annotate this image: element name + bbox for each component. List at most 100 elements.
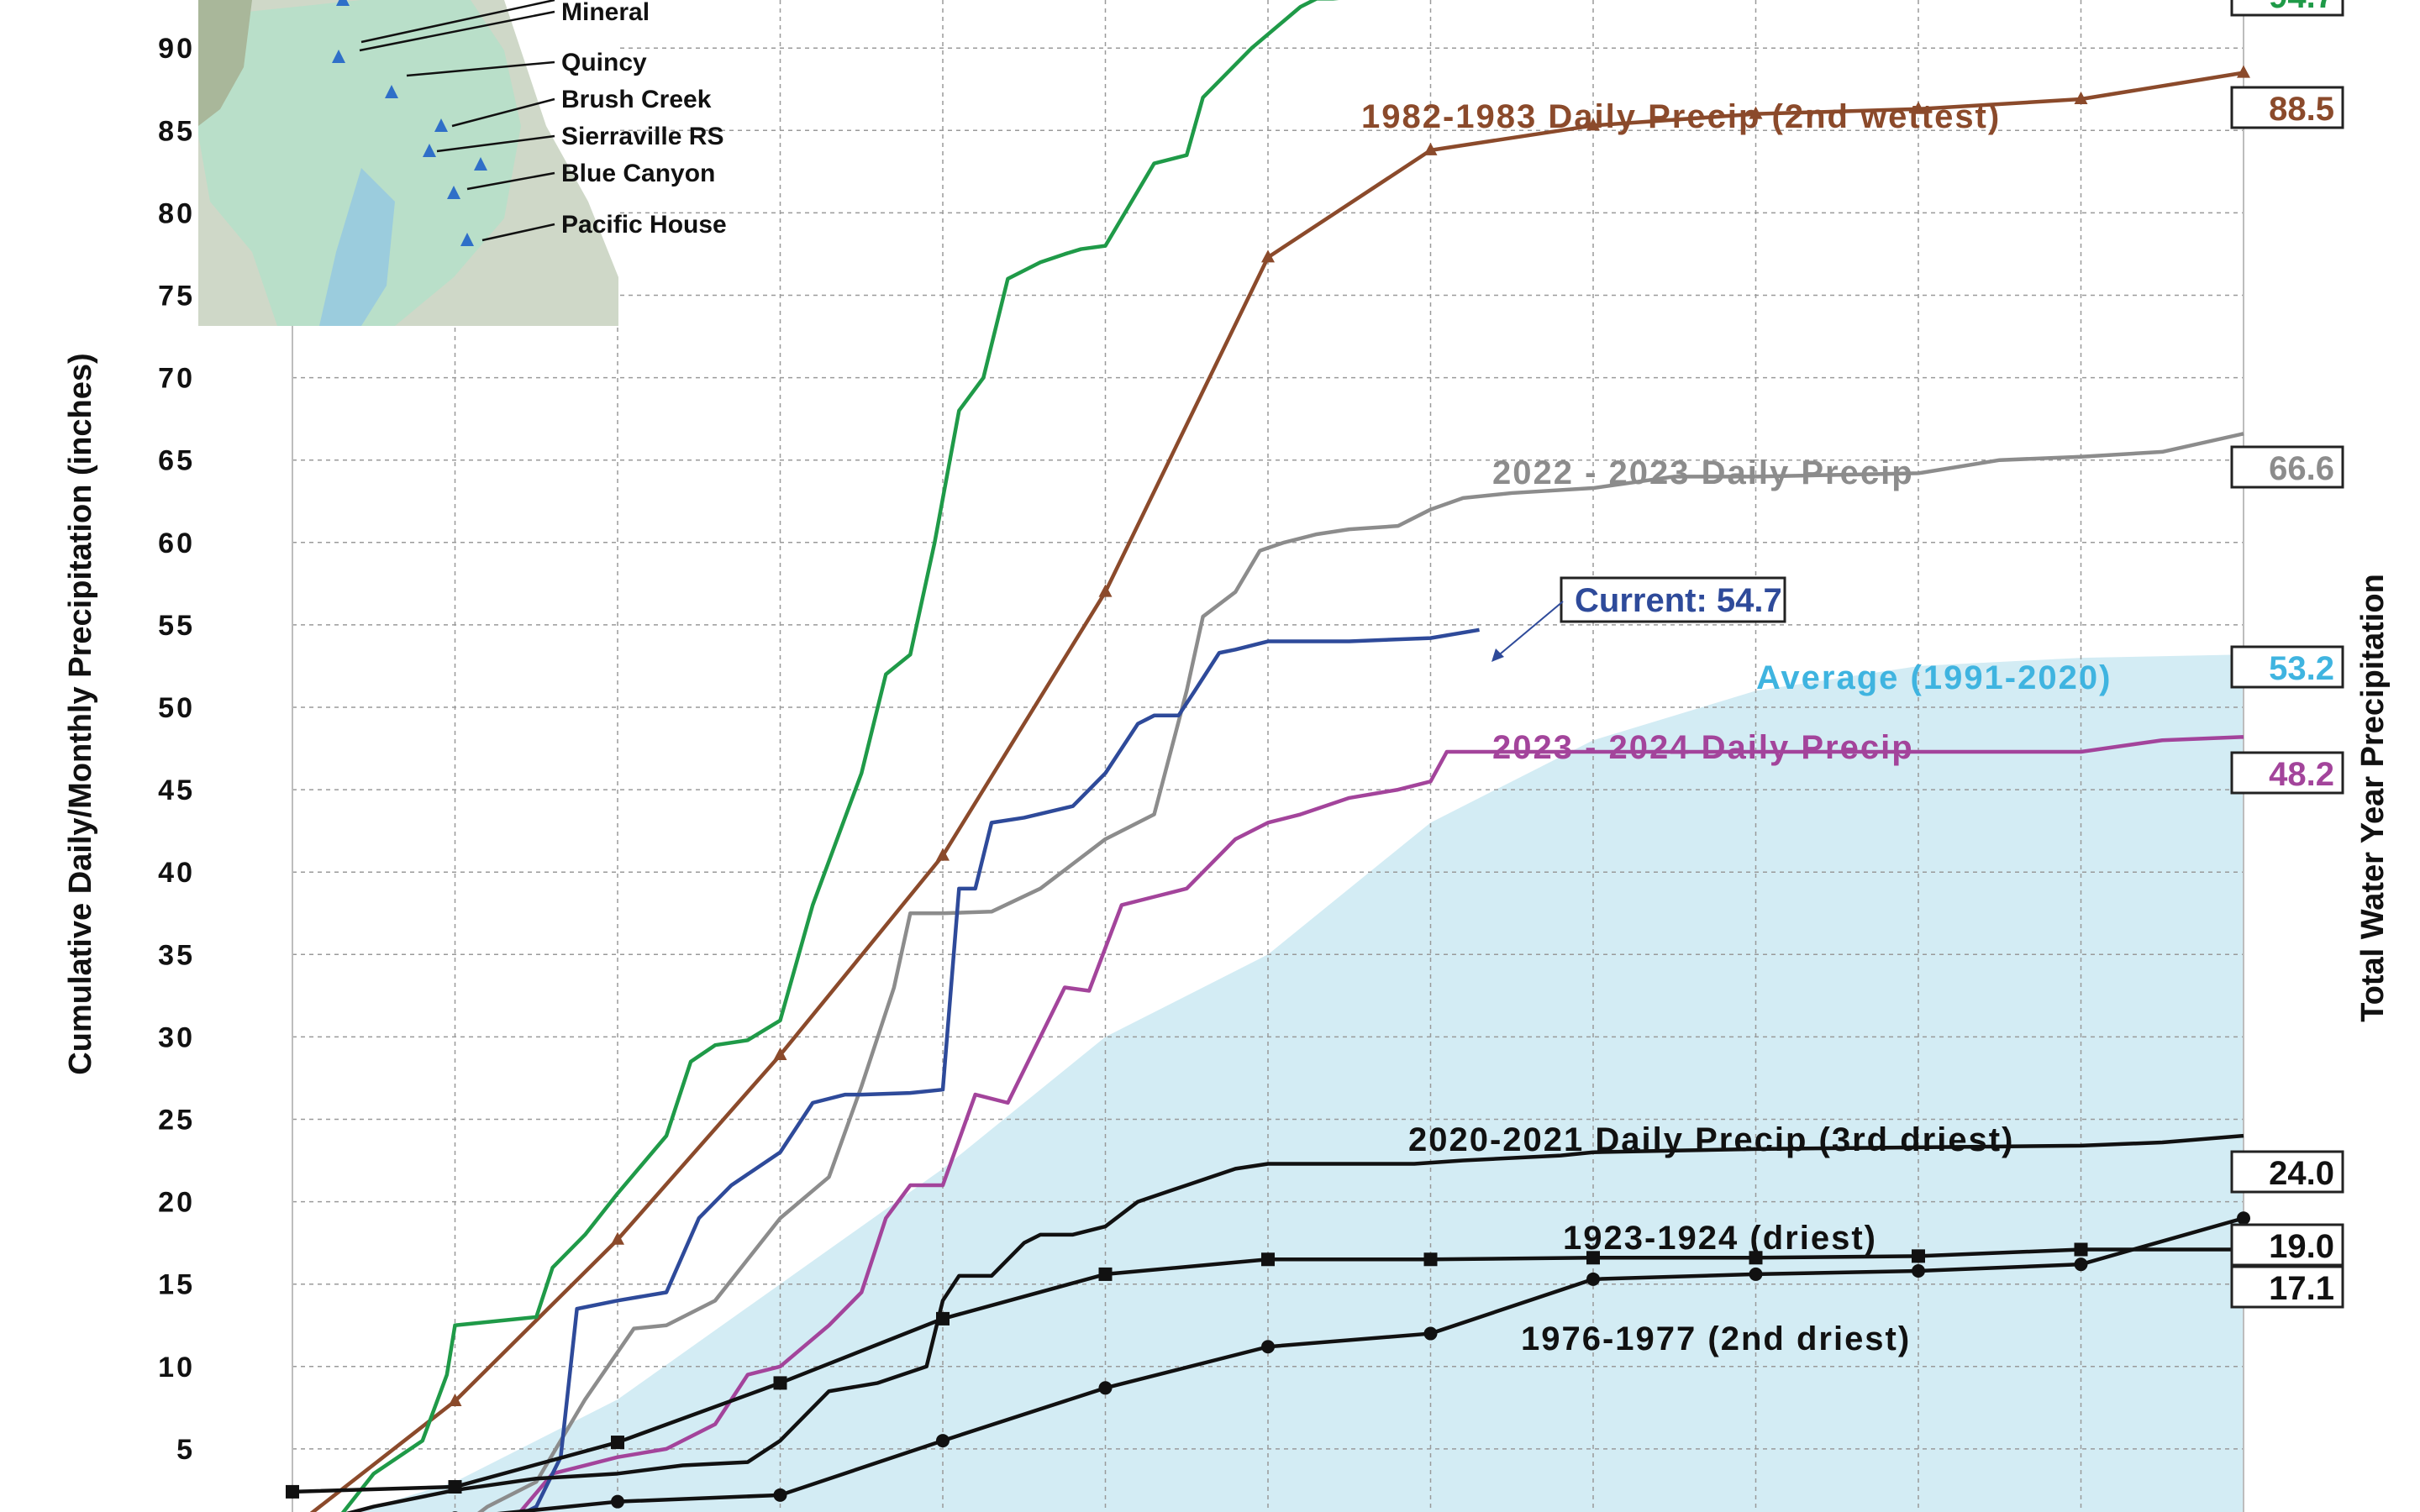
series-line-wettest [340,0,1339,1512]
station-label: Pacific House [561,211,727,239]
point-marker [773,1047,787,1060]
point-marker [1749,1267,1763,1281]
point-marker [2074,92,2088,105]
point-marker [286,1484,299,1499]
series-labels-layer: 1982-1983 Daily Precip (2nd wettest) 2022… [1361,98,2110,1357]
current-callout-arrow [1491,648,1504,662]
point-marker [1261,1340,1275,1354]
y-axis-title-right: Total Water Year Precipitation [2355,574,2391,1022]
point-marker [1749,106,1763,119]
point-marker [611,1494,624,1509]
point-marker [1586,118,1600,131]
station-label: Brush Creek [561,86,712,113]
y-tick-label: 45 [158,774,195,806]
point-marker [1261,249,1275,263]
station-map: Mineral Quincy Brush Creek Sierraville RS Bl… [198,0,727,326]
station-label: Sierraville RS [561,123,723,150]
point-marker [1912,1249,1925,1263]
y-tick-label: 25 [158,1105,195,1137]
y-tick-label: 90 [158,33,195,65]
point-marker [1261,1252,1275,1267]
point-marker [1912,1264,1925,1278]
total-box-y2022 [2230,445,2344,489]
series-label-y1923: 1923-1924 (driest) [1563,1220,1877,1257]
map-coast-range [198,0,252,126]
station-leader-line [466,171,555,191]
station-label: Mineral [561,0,650,26]
total-value-average: 53.2 [2269,650,2334,687]
y-tick-label: 35 [158,939,195,971]
total-box-average [2230,645,2344,689]
total-value-y1923: 17.1 [2269,1270,2334,1307]
total-box-y1976 [2230,1223,2344,1267]
station-leader-line [481,223,555,242]
station-leader-line [436,134,555,153]
y-tick-label: 85 [158,115,195,147]
station-marker-icon [447,186,460,199]
station-marker-icon [423,144,436,157]
total-value-y2020: 24.0 [2269,1155,2334,1192]
current-callout-box [1560,576,1786,623]
y-tick-label: 40 [158,857,195,889]
total-box-y1982 [2230,86,2344,129]
total-value-y1982: 88.5 [2269,91,2334,128]
station-label: Blue Canyon [561,160,715,187]
point-marker [1749,1251,1763,1265]
station-marker-icon [460,233,474,246]
total-value-wettest: 94.7 [2269,0,2334,15]
station-marker-icon [336,0,350,6]
total-box-y1923 [2230,1265,2344,1309]
total-box-wettest [2230,0,2344,17]
station-leader-line [406,60,555,77]
totals-layer: 94.7 88.5 66.6 53.2 48.2 24.0 19.0 17.1 [2230,0,2344,1309]
station-leader-line [451,97,555,128]
series-label-y1982: 1982-1983 Daily Precip (2nd wettest) [1361,98,2001,135]
point-marker [611,1436,624,1450]
series-layer [286,0,2250,1512]
point-marker [936,848,950,861]
point-marker [1423,1252,1438,1267]
station-leader-line [360,0,555,44]
y-tick-label: 60 [158,528,195,559]
y-axis-title-left: Cumulative Daily/Monthly Precipitation (… [63,353,98,1074]
station-leader-line [359,10,555,52]
point-marker [1098,1267,1113,1281]
station-marker-icon [332,50,345,63]
point-marker [936,1311,950,1326]
point-marker [1098,1381,1113,1395]
map-watershed [198,0,521,326]
series-label-y1976: 1976-1977 (2nd driest) [1521,1320,1911,1357]
point-marker [1912,101,1925,114]
series-line-current [521,627,1480,1512]
point-marker [773,1488,787,1502]
total-value-y2022: 66.6 [2269,450,2334,487]
point-marker [773,1376,787,1390]
series-label-y2020: 2020-2021 Daily Precip (3rd driest) [1408,1121,2014,1158]
axes-layer: Cumulative Daily/Monthly Precipitation (… [63,33,2391,1466]
y-tick-label: 30 [158,1021,195,1053]
station-marker-icon [474,157,487,171]
point-marker [936,1434,950,1448]
station-label: Quincy [561,49,647,76]
series-line-y2022 [477,432,2244,1512]
y-tick-label: 10 [158,1352,195,1383]
total-box-y2020 [2230,1150,2344,1194]
series-label-y2023: 2023 - 2024 Daily Precip [1492,729,1914,766]
y-tick-label: 70 [158,363,195,395]
point-marker [1098,584,1113,597]
map-delta [319,168,395,326]
current-callout-text: Current: 54.7 [1575,582,1782,619]
y-tick-label: 65 [158,445,195,477]
y-tick-label: 5 [176,1434,195,1466]
station-marker-icon [434,118,448,132]
point-marker [448,1394,462,1407]
point-marker [1423,142,1438,155]
y-tick-label: 20 [158,1187,195,1219]
y-tick-label: 55 [158,610,195,642]
point-marker [2237,1211,2250,1226]
y-tick-label: 50 [158,692,195,724]
point-marker [2237,65,2250,78]
point-marker [1586,1272,1600,1286]
point-marker [2074,1242,2088,1257]
